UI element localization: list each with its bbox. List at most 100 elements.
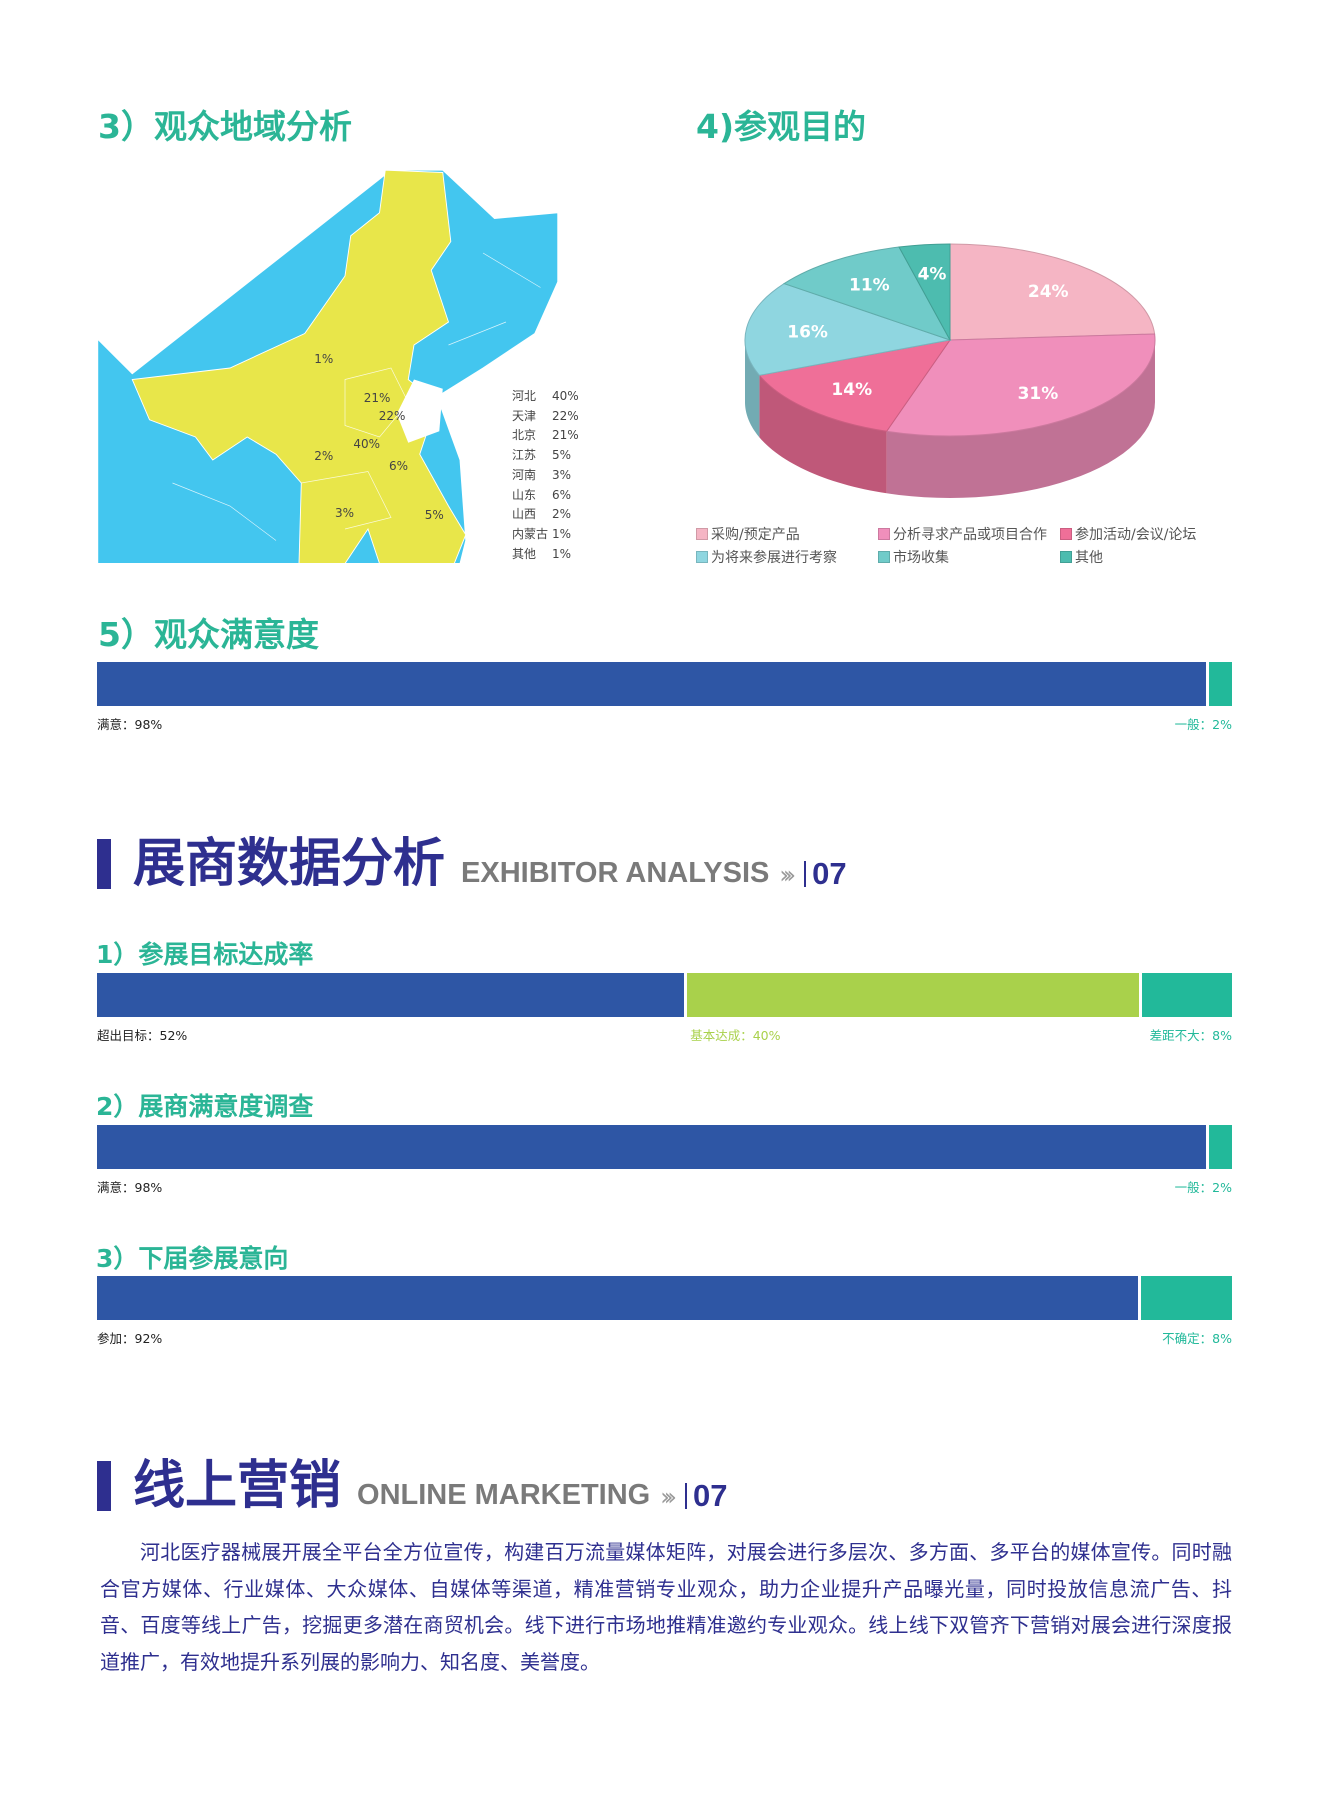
bar-label: 基本达成：40% — [690, 1028, 781, 1043]
section-title: 展商数据分析 — [133, 834, 446, 894]
map-label: 5% — [424, 508, 444, 523]
region-title: 3）观众地域分析 — [98, 107, 352, 146]
divider — [804, 861, 807, 887]
pie-data-label: 4% — [918, 264, 947, 284]
map-sea — [396, 379, 443, 443]
region-value: 3% — [552, 467, 572, 482]
region-legend-item: 河北 40% — [512, 387, 579, 407]
pie-slice-side — [759, 375, 887, 494]
divider — [685, 1483, 688, 1509]
legend-swatch — [1060, 551, 1072, 563]
legend-swatch — [696, 528, 708, 540]
bar-segment — [1209, 662, 1232, 706]
chevrons-icon: ››› — [660, 1483, 677, 1511]
pie-slice — [783, 246, 952, 341]
exhibitor-satisfaction-bar — [97, 1125, 1232, 1169]
bar-label: 超出目标：52% — [97, 1028, 188, 1043]
region-value: 5% — [552, 448, 572, 463]
region-legend: 河北 40% 天津 22% 北京 21% 江苏 5% 河南 3% 山东 6% 山西 2% 内蒙古 1% 其他 1% — [512, 387, 579, 564]
bar-label: 一般：2% — [1174, 1180, 1232, 1195]
region-legend-item: 北京 21% — [512, 426, 579, 446]
region-name: 河北 — [512, 389, 537, 403]
region-value: 21% — [552, 428, 579, 443]
pie-slice — [885, 333, 1156, 437]
pie-data-label: 16% — [787, 323, 828, 343]
bar-label: 参加：92% — [97, 1331, 163, 1346]
region-value: 22% — [552, 408, 579, 423]
region-name: 其他 — [512, 546, 537, 561]
page-number: 07 — [812, 856, 847, 891]
section-subtitle: ONLINE MARKETING — [357, 1479, 651, 1511]
region-legend-item: 山西 2% — [512, 505, 579, 525]
region-name: 内蒙古 — [512, 526, 549, 541]
pie-legend-item: 采购/预定产品 — [696, 524, 800, 544]
region-value: 40% — [552, 389, 579, 403]
section-marker — [97, 839, 111, 889]
region-legend-item: 山东 6% — [512, 486, 579, 506]
bar-segment — [1141, 973, 1232, 1017]
pie-data-label: 14% — [831, 380, 872, 400]
bar-label: 一般：2% — [1174, 717, 1232, 732]
region-name: 河南 — [512, 467, 537, 482]
region-value: 2% — [552, 507, 572, 522]
legend-label: 市场收集 — [893, 550, 949, 566]
region-legend-item: 天津 22% — [512, 407, 579, 427]
online-section-header: 线上营销 ONLINE MARKETING ››› 07 — [97, 1458, 728, 1514]
pie-slice-side — [886, 340, 1155, 498]
legend-swatch — [1060, 528, 1072, 540]
pie-data-label: 24% — [1028, 282, 1069, 302]
region-legend-item: 其他 1% — [512, 545, 579, 565]
next-intent-title: 3）下届参展意向 — [96, 1244, 289, 1273]
section-title: 线上营销 — [133, 1456, 342, 1516]
region-value: 6% — [552, 487, 572, 502]
pie-slice — [744, 283, 952, 376]
region-value: 1% — [552, 546, 572, 561]
bar-segment — [1141, 1276, 1232, 1320]
region-name: 山西 — [512, 507, 537, 522]
legend-label: 为将来参展进行考察 — [711, 550, 837, 566]
pie-legend-item: 为将来参展进行考察 — [696, 547, 837, 567]
region-name: 山东 — [512, 487, 537, 502]
legend-label: 分析寻求产品或项目合作 — [893, 527, 1047, 543]
chevrons-icon: ››› — [779, 861, 796, 889]
bar-label: 不确定：8% — [1162, 1331, 1232, 1346]
pie-legend-item: 分析寻求产品或项目合作 — [878, 524, 1047, 544]
region-map — [97, 169, 559, 564]
map-label: 1% — [314, 351, 334, 366]
pie-slice — [898, 243, 951, 341]
region-name: 北京 — [512, 428, 537, 443]
section-marker — [97, 1461, 111, 1511]
pie-data-label: 11% — [849, 275, 890, 295]
map-label: 6% — [389, 458, 409, 473]
pie-data-label: 31% — [1018, 384, 1059, 404]
page-number: 07 — [693, 1478, 728, 1513]
online-marketing-text: 河北医疗器械展开展全平台全方位宣传，构建百万流量媒体矩阵，对展会进行多层次、多方… — [100, 1540, 1232, 1674]
bar-segment — [1209, 1125, 1232, 1169]
pie-legend-item: 市场收集 — [878, 547, 949, 567]
bar-label: 满意：98% — [97, 717, 163, 732]
legend-swatch — [878, 528, 890, 540]
legend-label: 采购/预定产品 — [711, 527, 800, 543]
bar-segment — [97, 1276, 1139, 1320]
goal-bar — [97, 973, 1232, 1017]
bar-segment — [687, 973, 1139, 1017]
region-legend-item: 江苏 5% — [512, 446, 579, 466]
bar-segment — [97, 1125, 1207, 1169]
region-name: 江苏 — [512, 448, 537, 463]
exhibitor-section-header: 展商数据分析 EXHIBITOR ANALYSIS ››› 07 — [97, 836, 847, 892]
pie-slice-side — [745, 340, 760, 438]
next-intent-bar — [97, 1276, 1232, 1320]
map-label: 21% — [363, 391, 391, 406]
pie-legend-item: 参加活动/会议/论坛 — [1060, 524, 1196, 544]
pie-slice — [758, 339, 952, 432]
legend-label: 参加活动/会议/论坛 — [1075, 527, 1197, 543]
map-highlight-region — [131, 169, 467, 564]
purpose-title: 4)参观目的 — [696, 107, 867, 146]
goal-title: 1）参展目标达成率 — [96, 940, 314, 969]
pie-slice — [949, 243, 1156, 341]
region-legend-item: 河南 3% — [512, 466, 579, 486]
bar-label: 满意：98% — [97, 1180, 163, 1195]
map-label: 3% — [335, 506, 355, 521]
exhibitor-satisfaction-title: 2）展商满意度调查 — [96, 1092, 314, 1121]
region-value: 1% — [552, 526, 572, 541]
